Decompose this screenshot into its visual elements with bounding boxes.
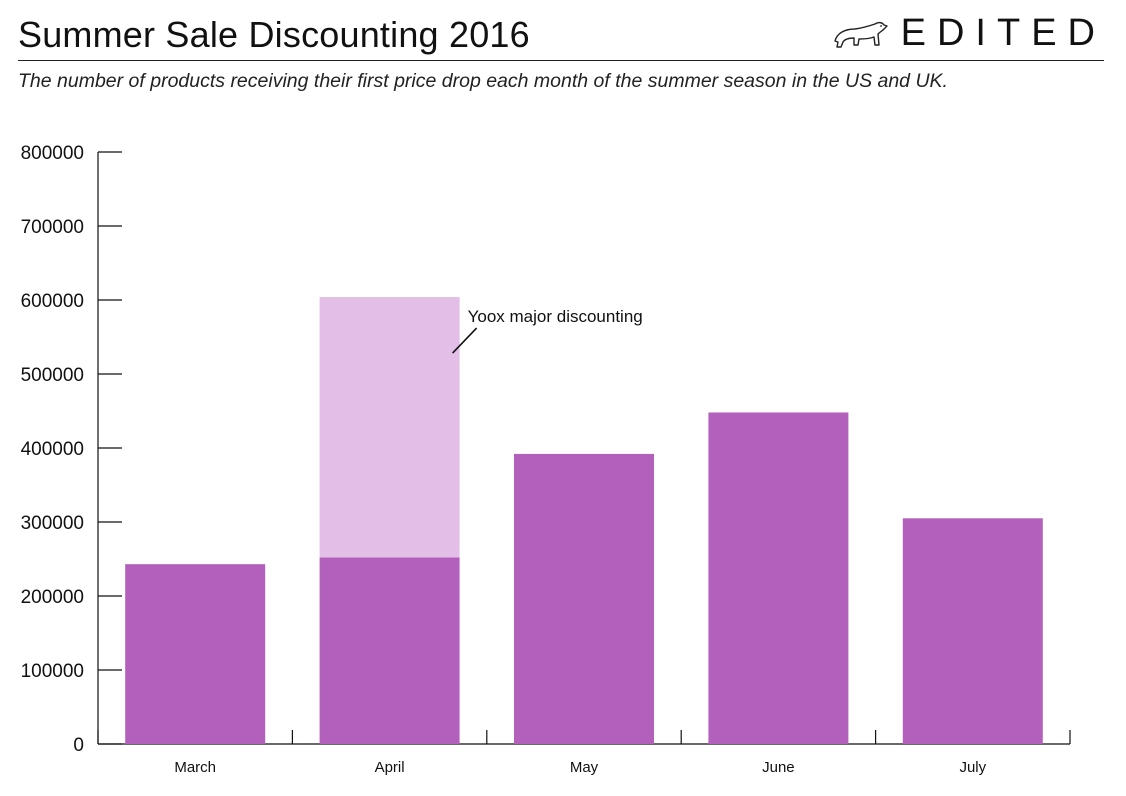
x-tick-label: July xyxy=(959,759,986,776)
x-tick-label: March xyxy=(174,759,216,776)
brand-name: EDITED xyxy=(900,12,1106,54)
y-tick-label: 200000 xyxy=(21,587,84,608)
x-tick-label: May xyxy=(570,759,599,776)
x-tick-label: June xyxy=(762,759,795,776)
y-axis: 0 100000 200000 300000 400000 500000 600000 700… xyxy=(21,143,122,756)
chart-subtitle: The number of products receiving their f… xyxy=(18,70,948,92)
bar-segment-yoox xyxy=(319,297,460,558)
bar xyxy=(902,518,1043,744)
polar-bear-icon xyxy=(833,21,888,48)
chart-title: Summer Sale Discounting 2016 xyxy=(18,14,530,55)
annotation-label: Yoox major discounting xyxy=(468,307,643,326)
annotations: Yoox major discounting xyxy=(452,307,643,354)
y-tick-label: 100000 xyxy=(21,661,84,682)
bar xyxy=(319,557,460,744)
title-rule xyxy=(18,60,1104,61)
y-tick-label: 400000 xyxy=(21,439,84,460)
bar xyxy=(125,564,266,744)
bar xyxy=(514,453,654,744)
y-tick-label: 0 xyxy=(73,735,84,756)
y-tick-label: 700000 xyxy=(21,217,84,238)
y-tick-label: 800000 xyxy=(21,143,84,164)
y-tick-label: 300000 xyxy=(21,513,84,534)
y-tick-label: 600000 xyxy=(21,291,84,312)
annotation-leader-line xyxy=(452,327,478,354)
x-tick-label: April xyxy=(375,759,405,776)
y-tick-label: 500000 xyxy=(21,365,84,386)
brand-logo: EDITED xyxy=(831,12,1106,55)
bars xyxy=(125,297,1043,744)
bar xyxy=(708,412,849,744)
